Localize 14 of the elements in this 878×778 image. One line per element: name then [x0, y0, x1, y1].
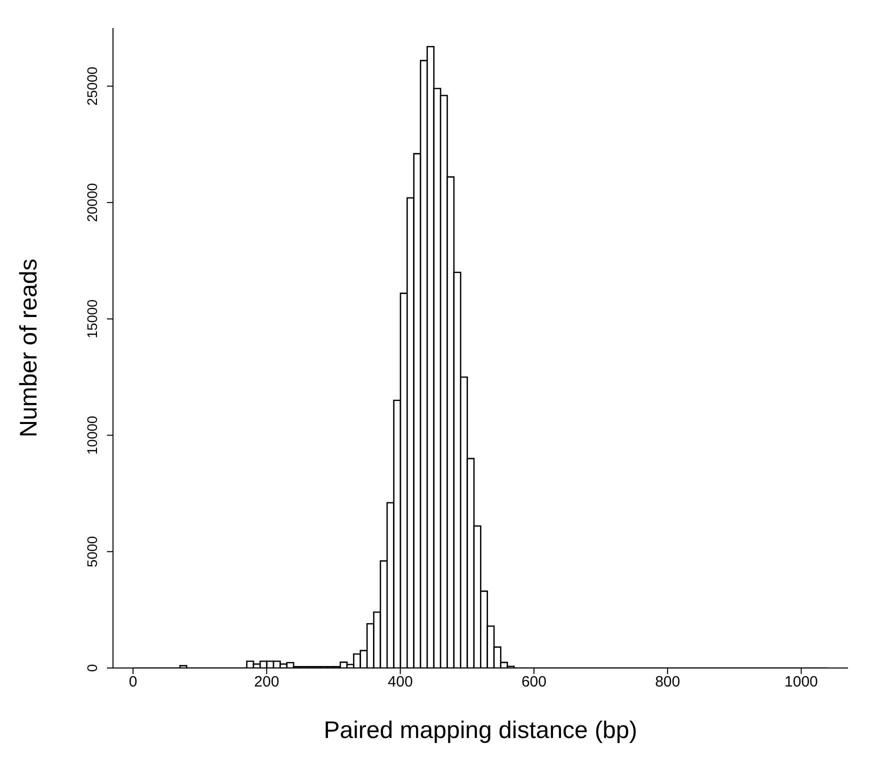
y-tick-label: 15000	[84, 299, 100, 338]
y-tick-label: 0	[84, 664, 100, 672]
x-tick-label: 1000	[784, 674, 818, 691]
x-tick-label: 800	[655, 674, 680, 691]
y-tick-label: 25000	[84, 66, 100, 106]
x-axis-title: Paired mapping distance (bp)	[324, 717, 638, 744]
x-tick-label: 600	[521, 674, 546, 691]
x-tick-label: 200	[254, 674, 280, 691]
x-tick-label: 400	[388, 674, 413, 691]
y-tick-label: 5000	[84, 536, 100, 568]
y-tick-label: 20000	[84, 182, 100, 222]
y-tick-label: 10000	[84, 416, 100, 455]
x-tick-label: 0	[128, 674, 138, 691]
y-axis-title: Number of reads	[16, 258, 43, 438]
